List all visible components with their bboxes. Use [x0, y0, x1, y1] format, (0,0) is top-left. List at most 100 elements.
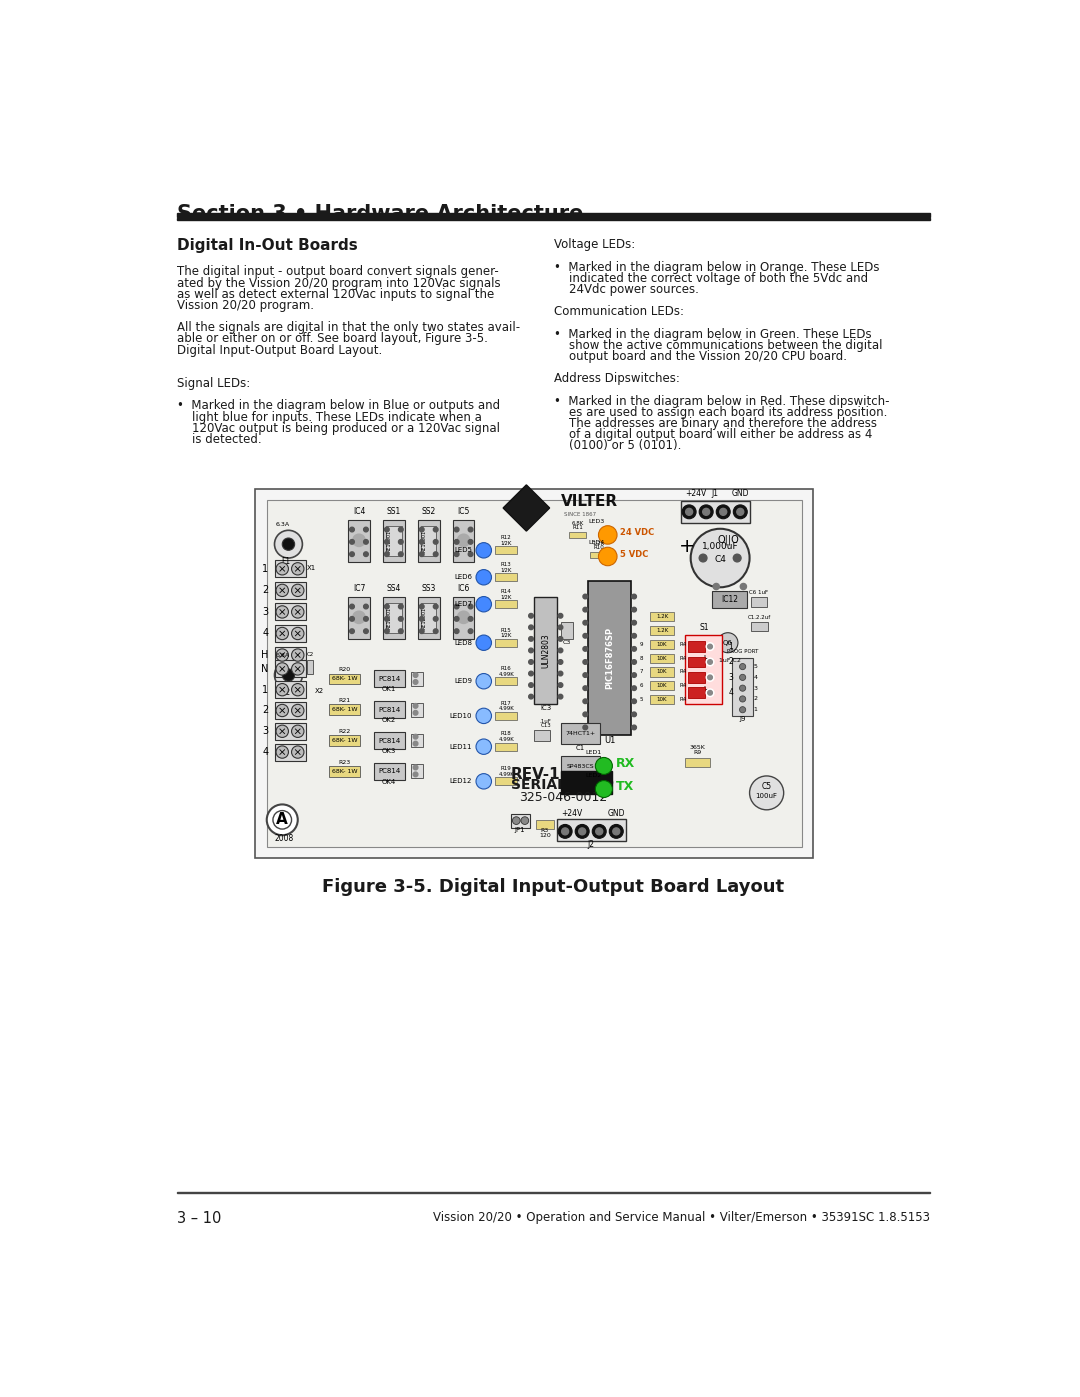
Text: 1: 1 — [262, 685, 268, 694]
Circle shape — [632, 608, 636, 612]
Circle shape — [707, 644, 713, 648]
Bar — [713, 591, 747, 608]
Circle shape — [476, 542, 491, 557]
Text: J2: J2 — [588, 840, 594, 849]
Bar — [274, 703, 306, 719]
Text: R4: R4 — [679, 655, 687, 661]
Bar — [697, 683, 711, 697]
Bar — [685, 636, 723, 704]
Circle shape — [364, 552, 368, 556]
Circle shape — [292, 606, 303, 617]
Text: Communication LEDs:: Communication LEDs: — [554, 306, 684, 319]
Bar — [421, 604, 436, 633]
Circle shape — [632, 712, 636, 717]
Text: LED7: LED7 — [454, 601, 472, 608]
Circle shape — [691, 529, 750, 587]
Text: 4: 4 — [754, 675, 757, 680]
Text: 3: 3 — [754, 686, 757, 690]
Circle shape — [292, 746, 303, 759]
Text: R4: R4 — [679, 697, 687, 703]
Text: IC4: IC4 — [353, 507, 365, 515]
Text: Address Dipswitches:: Address Dipswitches: — [554, 373, 679, 386]
Circle shape — [583, 608, 588, 612]
Text: 5: 5 — [639, 697, 643, 703]
Bar — [732, 658, 754, 715]
Circle shape — [706, 643, 714, 651]
Text: 10K: 10K — [657, 669, 667, 675]
Circle shape — [414, 711, 418, 715]
Circle shape — [455, 539, 459, 545]
Circle shape — [419, 616, 424, 622]
Circle shape — [292, 704, 303, 717]
Text: 3 – 10: 3 – 10 — [177, 1211, 221, 1227]
Text: 6.3A: 6.3A — [275, 521, 289, 527]
Bar — [328, 673, 360, 685]
Text: 5 VDC: 5 VDC — [620, 549, 648, 559]
Text: SINCE 1867: SINCE 1867 — [564, 511, 596, 517]
Circle shape — [632, 659, 636, 665]
Bar — [410, 703, 423, 717]
Circle shape — [469, 616, 473, 622]
Circle shape — [583, 594, 588, 599]
Bar — [650, 640, 674, 648]
Bar — [537, 820, 554, 828]
Polygon shape — [503, 485, 550, 531]
Circle shape — [733, 555, 741, 562]
Circle shape — [433, 616, 438, 622]
Text: R9: R9 — [693, 750, 702, 754]
Text: GND: GND — [732, 489, 750, 499]
Circle shape — [274, 661, 302, 689]
Bar — [562, 771, 611, 782]
Circle shape — [558, 659, 563, 665]
Text: +: + — [700, 685, 707, 694]
Circle shape — [419, 605, 424, 609]
Text: as well as detect external 120Vac inputs to signal the: as well as detect external 120Vac inputs… — [177, 288, 495, 300]
Circle shape — [476, 708, 491, 724]
Bar — [751, 598, 767, 606]
Text: R13
1⁄2K: R13 1⁄2K — [500, 562, 512, 573]
Bar — [274, 624, 306, 643]
Text: R21: R21 — [338, 698, 350, 703]
Circle shape — [458, 610, 470, 623]
Circle shape — [529, 648, 534, 652]
Circle shape — [469, 552, 473, 556]
Circle shape — [276, 683, 288, 696]
Text: PC814: PC814 — [378, 738, 401, 743]
Text: SS3: SS3 — [421, 584, 436, 594]
Circle shape — [699, 555, 707, 562]
Circle shape — [276, 648, 288, 661]
Text: RE12001: RE12001 — [422, 608, 427, 629]
Circle shape — [707, 659, 713, 665]
Text: ULN2803: ULN2803 — [541, 633, 550, 668]
Text: R17
4.99K: R17 4.99K — [498, 701, 514, 711]
Text: 68K- 1W: 68K- 1W — [332, 768, 357, 774]
Circle shape — [276, 662, 288, 675]
Bar — [274, 560, 306, 577]
Circle shape — [476, 636, 491, 651]
Circle shape — [273, 810, 292, 828]
Text: 325-046-0012: 325-046-0012 — [518, 791, 607, 805]
Circle shape — [706, 689, 714, 697]
Circle shape — [612, 828, 620, 835]
Bar — [328, 766, 360, 777]
Text: 1: 1 — [729, 643, 733, 651]
Text: of a digital output board will either be address as 4: of a digital output board will either be… — [554, 429, 872, 441]
Text: 3: 3 — [262, 726, 268, 736]
Circle shape — [740, 707, 745, 712]
Circle shape — [414, 680, 418, 685]
Text: 9: 9 — [639, 641, 643, 647]
Bar — [274, 647, 306, 664]
Circle shape — [282, 669, 295, 682]
Bar — [410, 733, 423, 747]
Circle shape — [716, 504, 730, 518]
Circle shape — [476, 774, 491, 789]
Circle shape — [433, 605, 438, 609]
Bar — [681, 502, 750, 522]
Circle shape — [558, 637, 563, 641]
Circle shape — [384, 616, 389, 622]
Text: LED11: LED11 — [449, 743, 472, 750]
Text: PC814: PC814 — [378, 707, 401, 712]
Text: 1.2K: 1.2K — [592, 541, 605, 546]
Circle shape — [583, 673, 588, 678]
Bar — [688, 687, 705, 698]
